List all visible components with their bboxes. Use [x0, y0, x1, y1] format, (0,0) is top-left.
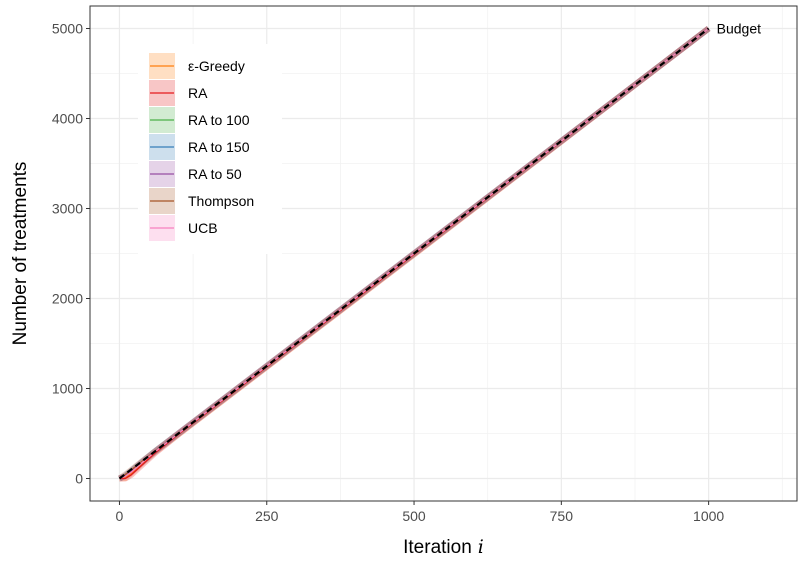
x-tick-label: 1000 [693, 508, 724, 524]
y-tick-label: 1000 [52, 381, 83, 397]
y-axis-title: Number of treatments [10, 162, 31, 346]
plot-panel-border [89, 5, 798, 502]
legend: ε-Greedy RA RA to 100 RA to 150 RA to 50 Thom… [138, 44, 282, 254]
legend-label: RA to 150 [188, 139, 250, 155]
legend-label: Thompson [188, 193, 254, 209]
x-axis-title-variable: i [478, 536, 484, 558]
y-tick-label: 4000 [52, 111, 83, 127]
legend-box [138, 44, 282, 254]
y-tick-label: 3000 [52, 201, 83, 217]
legend-label: RA [188, 85, 208, 101]
x-tick-label: 500 [402, 508, 426, 524]
x-axis-title-text: Iteration [403, 537, 472, 558]
x-tick-label: 750 [550, 508, 574, 524]
legend-label: UCB [188, 220, 218, 236]
legend-label: RA to 100 [188, 112, 250, 128]
y-tick-label: 5000 [52, 21, 83, 37]
x-axis-title: Iteration i [403, 536, 484, 558]
x-tick-label: 250 [255, 508, 279, 524]
x-tick-label: 0 [116, 508, 124, 524]
legend-label: RA to 50 [188, 166, 242, 182]
legend-label: ε-Greedy [188, 58, 245, 74]
series-lines [117, 26, 711, 482]
y-tick-label: 2000 [52, 291, 83, 307]
budget-annotation: Budget [717, 21, 761, 37]
y-tick-label: 0 [75, 471, 83, 487]
budget-line [118, 27, 710, 480]
axes: 0 250 500 750 1000 0 1000 2000 3000 4000 5000 [52, 21, 725, 525]
